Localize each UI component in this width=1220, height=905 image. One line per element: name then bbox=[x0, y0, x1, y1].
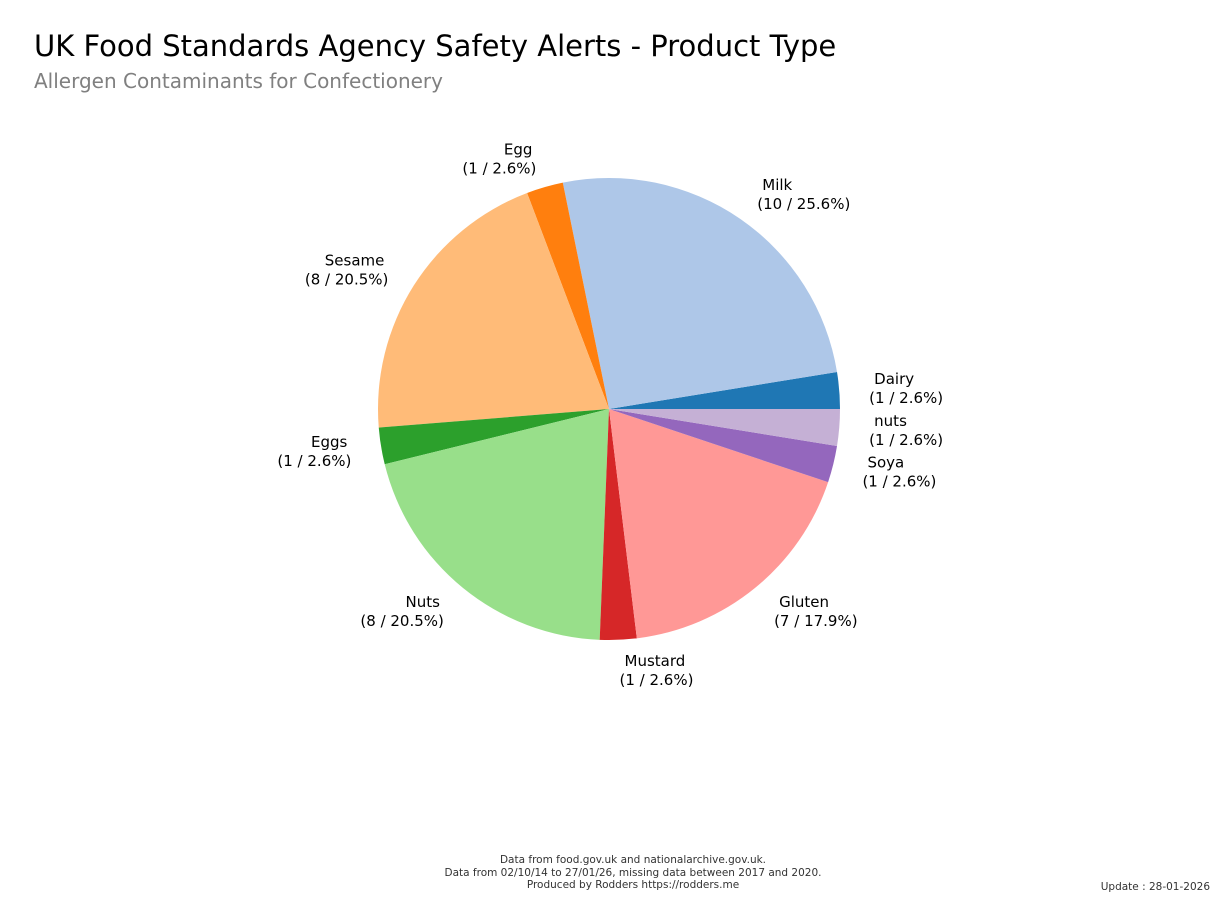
footer-source: Data from food.gov.uk and nationalarchiv… bbox=[499, 854, 767, 866]
pie-slice-eggs bbox=[378, 409, 609, 465]
slice-label-sesame: Sesame (8 / 20.5%) bbox=[305, 251, 389, 288]
pie-slice-nuts bbox=[609, 409, 840, 447]
slice-label-dairy: Dairy (1 / 2.6%) bbox=[869, 370, 943, 407]
pie-slice-sesame bbox=[377, 193, 609, 428]
footer-range: Data from 02/10/14 to 27/01/26, missing … bbox=[444, 866, 822, 879]
pie-slice-gluten bbox=[609, 409, 829, 639]
pie-slice-dairy bbox=[609, 371, 840, 409]
pie-slice-nuts bbox=[384, 409, 609, 640]
pie-slice-egg bbox=[527, 182, 609, 409]
pie-slice-mustard bbox=[599, 409, 637, 640]
slice-label-nuts: Nuts (8 / 20.5%) bbox=[360, 593, 444, 630]
pie-slice-soya bbox=[609, 409, 838, 483]
slice-label-eggs: Eggs (1 / 2.6%) bbox=[277, 433, 351, 470]
chart-subtitle: Allergen Contaminants for Confectionery bbox=[34, 69, 443, 93]
slice-label-gluten: Gluten (7 / 17.9%) bbox=[774, 593, 858, 630]
chart-title: UK Food Standards Agency Safety Alerts -… bbox=[34, 29, 837, 63]
slice-label-nuts: nuts (1 / 2.6%) bbox=[869, 412, 943, 449]
pie-slice-milk bbox=[562, 177, 838, 409]
slice-label-egg: Egg (1 / 2.6%) bbox=[462, 140, 536, 177]
slice-label-soya: Soya (1 / 2.6%) bbox=[862, 453, 936, 490]
update-date: Update : 28-01-2026 bbox=[1100, 881, 1210, 893]
slice-label-milk: Milk (10 / 25.6%) bbox=[757, 176, 850, 213]
slice-label-mustard: Mustard (1 / 2.6%) bbox=[620, 652, 694, 689]
footer-credit[interactable]: Produced by Rodders https://rodders.me bbox=[526, 879, 740, 891]
footer: Data from food.gov.uk and nationalarchiv… bbox=[0, 854, 1220, 892]
